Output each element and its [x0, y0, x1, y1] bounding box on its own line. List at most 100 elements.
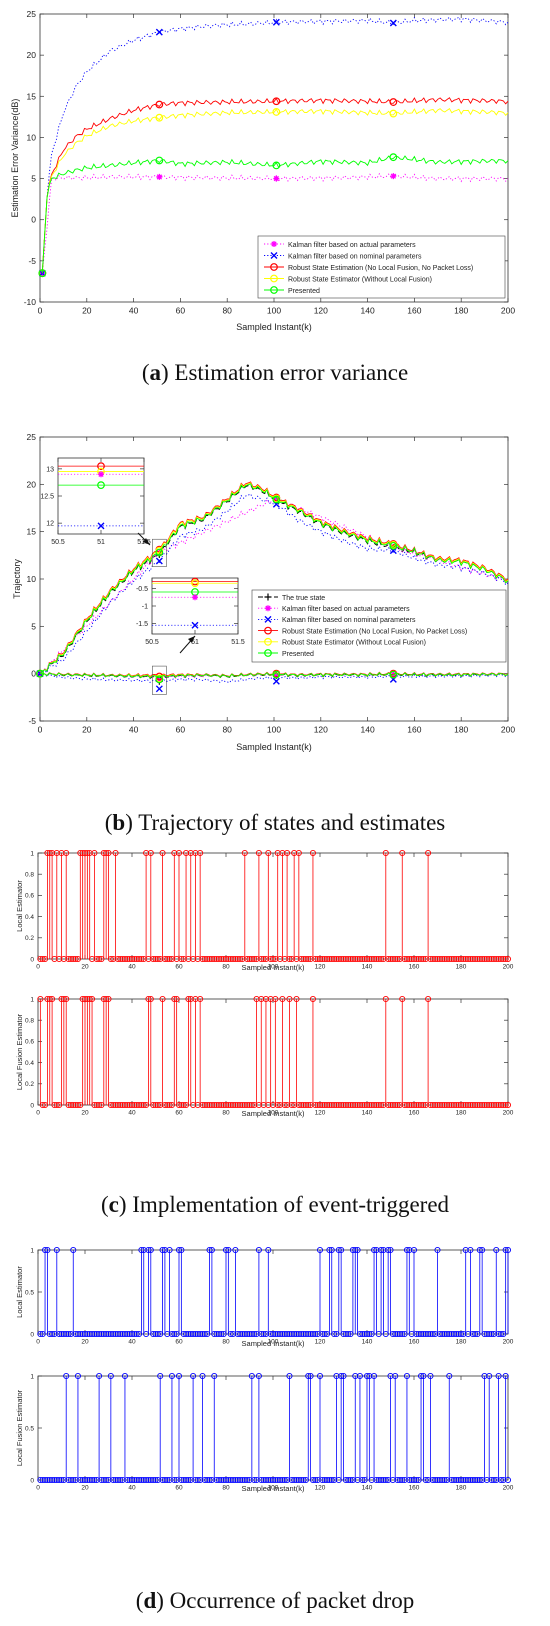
chart-c-bottom-stem-marker — [178, 1101, 185, 1109]
chart-c-bottom-stem-marker — [114, 1101, 121, 1109]
chart-c-bottom-stem-marker — [164, 1101, 171, 1109]
chart-c-top-frame — [37, 852, 509, 960]
chart-b-ytick-label: 15 — [27, 527, 37, 537]
chart-d-bottom-stem-marker — [436, 1476, 443, 1484]
chart-c-bottom-stem-marker — [180, 1101, 187, 1109]
chart-a-series-line — [41, 97, 509, 274]
chart-d-bottom-stem-marker — [403, 1372, 411, 1380]
chart-c-bottom-stem-marker — [342, 1101, 349, 1109]
chart-c-top-stem-marker — [389, 955, 396, 963]
chart-c-bottom-xtick-label: 200 — [503, 1110, 514, 1117]
chart-c-bottom-stem-marker — [197, 995, 204, 1003]
chart-d-top-stem-marker — [199, 1330, 206, 1338]
chart-d-bottom-stem-marker — [281, 1476, 288, 1484]
chart-d-top-stem-marker — [316, 1246, 324, 1254]
chart-d-bottom-stem-marker — [260, 1476, 267, 1484]
chart-c-top-stem-marker — [502, 955, 509, 963]
chart-d-bottom-stem-marker — [286, 1372, 293, 1380]
chart-d-bottom-stem-marker — [244, 1476, 251, 1484]
chart-c-bottom-stem-marker — [305, 1101, 312, 1109]
chart-c-top-stem-marker — [37, 955, 44, 963]
chart-c-top-stem-marker — [211, 955, 218, 963]
chart-d-bottom-stem-marker — [39, 1476, 46, 1484]
chart-c-top-stem-marker — [295, 849, 302, 857]
chart-c-bottom-stem-marker — [112, 1101, 119, 1109]
chart-d-bottom-ytick-label: 0.5 — [25, 1425, 34, 1432]
chart-d-bottom-stem-marker — [300, 1476, 307, 1484]
chart-c-bottom-stem-marker — [175, 1101, 183, 1109]
chart-d-bottom-stem-marker — [89, 1476, 96, 1484]
chart-c-bottom-stem-marker — [326, 1101, 333, 1109]
chart-d-top-stem-marker — [328, 1246, 335, 1254]
chart-b-inset-1-axes: 50.5 51 51.5 12 12.5 13 — [40, 457, 151, 546]
chart-d-bottom-stem-marker — [469, 1476, 476, 1484]
chart-c-top-stem-marker — [126, 955, 133, 963]
chart-b-ytick-label: 5 — [31, 621, 36, 631]
chart-b-series-line-upper — [39, 483, 509, 675]
chart-d-bottom-stem-marker — [150, 1476, 157, 1484]
chart-c-top-stem-marker — [448, 955, 455, 963]
chart-d-top-xtick-label: 100 — [268, 1339, 279, 1346]
chart-d-top-stem-marker — [46, 1330, 53, 1338]
chart-c-bottom-stem-marker — [227, 1101, 234, 1109]
chart-d-bottom-stem-marker — [182, 1476, 190, 1484]
chart-c-top-stem-marker — [286, 955, 293, 963]
chart-d-top-stem-marker — [166, 1246, 173, 1254]
chart-b-legend-marker — [264, 615, 272, 623]
chart-d-bottom-stem-marker — [269, 1476, 277, 1484]
chart-c-top-stem-marker — [58, 849, 65, 857]
chart-a-legend-marker — [270, 252, 278, 259]
chart-d-top-stem-marker — [446, 1330, 453, 1338]
chart-d-bottom-stem-marker — [147, 1476, 154, 1484]
chart-d-top-stem-marker — [215, 1330, 222, 1338]
chart-d-top-frame — [37, 1249, 509, 1335]
chart-d-top-stem-marker — [211, 1330, 218, 1338]
chart-c-top-stem-marker — [352, 955, 359, 963]
chart-d-top-stem-marker — [74, 1330, 81, 1338]
chart-d-top-xtick-label: 80 — [222, 1339, 230, 1346]
chart-c-top-stem-marker — [107, 955, 114, 963]
chart-b-xtick-label: 80 — [222, 725, 232, 735]
chart-d-bottom-stem-marker — [70, 1476, 77, 1484]
chart-d-top-stem-marker — [394, 1330, 401, 1338]
chart-d-bottom-stem-marker — [248, 1372, 255, 1380]
chart-c-bottom-stem-marker — [215, 1101, 222, 1109]
chart-d-top-stem-marker — [448, 1330, 455, 1338]
caption-a-letter: a — [149, 360, 162, 385]
chart-c-top-stem-marker — [248, 955, 255, 963]
chart-c-bottom-stem-marker — [448, 1101, 455, 1109]
chart-c-bottom-frame — [37, 998, 509, 1106]
chart-d-bottom-stem-marker — [190, 1372, 197, 1380]
chart-c-top-stem-marker — [187, 849, 194, 857]
chart-d-bottom-xtick-label: 40 — [128, 1485, 136, 1492]
chart-d-top-stem-marker — [293, 1330, 300, 1338]
chart-c-top-stem-marker — [392, 955, 399, 963]
chart-a-series-marker — [272, 108, 281, 116]
chart-c-bottom-ytick-label: 0.2 — [25, 1081, 34, 1088]
chart-a-series-marker — [155, 28, 163, 36]
chart-c-top-stem-marker — [476, 955, 483, 963]
chart-c-top-ytick-label: 0.6 — [25, 893, 34, 900]
chart-d-bottom-stem-marker — [265, 1476, 272, 1484]
chart-c-top-stem-marker — [227, 955, 234, 963]
chart-c-top-stem-marker — [413, 955, 420, 963]
chart-c-bottom-stem-marker — [316, 1101, 324, 1109]
chart-d-bottom-stem-marker — [486, 1372, 493, 1380]
chart-d-top-stem-marker — [131, 1330, 138, 1338]
chart-d-bottom-stem-marker — [495, 1372, 502, 1380]
chart-d-top-stem-marker — [150, 1330, 157, 1338]
chart-d-top-xtick-label: 180 — [456, 1339, 467, 1346]
chart-c-top-stem-marker — [218, 955, 225, 963]
chart-d-bottom-stem-marker — [382, 1476, 389, 1484]
chart-d-bottom-stem-marker — [441, 1476, 448, 1484]
chart-d-bottom-stem-marker — [502, 1372, 509, 1380]
chart-b-ytick-label: -5 — [28, 716, 36, 726]
chart-d-bottom-xtick-label: 140 — [362, 1485, 373, 1492]
chart-d-bottom-stem-marker — [100, 1476, 107, 1484]
chart-d-bottom-stem-marker — [140, 1476, 147, 1484]
chart-c-top-stem-marker — [486, 955, 493, 963]
chart-c-top-stem-marker — [455, 955, 462, 963]
chart-d-top-stem-marker — [232, 1246, 239, 1254]
chart-c-bottom-xtick-label: 180 — [456, 1110, 467, 1117]
chart-d-bottom-stem-marker — [152, 1476, 159, 1484]
